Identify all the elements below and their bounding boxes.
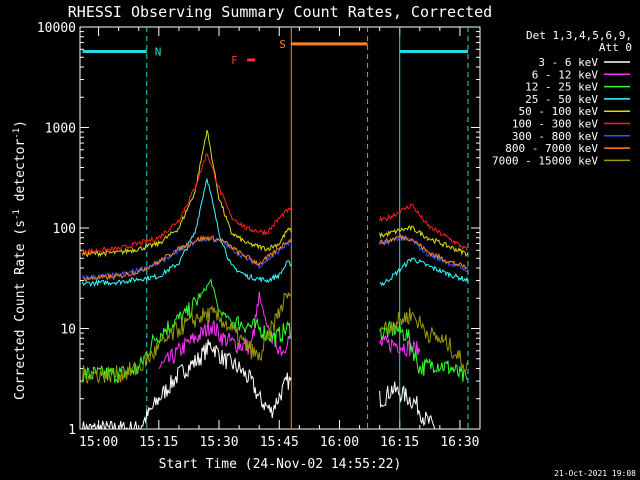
series-line xyxy=(379,320,469,382)
series-line xyxy=(379,335,421,359)
legend-label: 800 - 7000 keV xyxy=(505,142,598,155)
legend-label: 50 - 100 keV xyxy=(519,105,599,118)
y-axis-label-mid: detector xyxy=(13,139,28,210)
legend-label: 25 - 50 keV xyxy=(525,93,598,106)
series-line xyxy=(379,381,436,429)
y-axis-label-sup2: -1 xyxy=(12,128,22,139)
y-tick-label: 1 xyxy=(68,423,76,438)
y-axis-label: Corrected Count Rate (s-1 detector-1) xyxy=(12,120,28,400)
legend-header-line1: Det 1,3,4,5,6,9, xyxy=(526,29,632,42)
plot-area: 1 10 100 1000 10000 15:00 15:15 15:30 15:45 16:00… xyxy=(37,21,481,450)
legend-header-line2: Att 0 xyxy=(599,41,632,54)
legend-label: 6 - 12 keV xyxy=(532,68,599,81)
y-tick-label: 10 xyxy=(60,323,76,338)
series-line xyxy=(82,339,292,429)
x-tick-label: 15:30 xyxy=(199,435,238,450)
x-tick-label: 15:45 xyxy=(260,435,299,450)
y-axis-label-end: ) xyxy=(13,120,28,128)
x-tick-label: 16:30 xyxy=(440,435,479,450)
y-axis-label-main: Corrected Count Rate (s xyxy=(13,220,28,400)
series-line xyxy=(379,203,468,251)
y-tick-label: 100 xyxy=(53,222,76,237)
series-group xyxy=(82,129,469,429)
flag-label: S xyxy=(279,38,286,51)
flag-label: F xyxy=(231,54,238,67)
y-tick-label: 10000 xyxy=(37,21,76,36)
y-tick-label: 1000 xyxy=(45,122,76,137)
y-axis-label-sup1: -1 xyxy=(12,209,22,220)
series-line xyxy=(379,225,469,257)
x-tick-label: 15:15 xyxy=(139,435,178,450)
x-tick-label: 16:00 xyxy=(320,435,359,450)
flag-label: N xyxy=(155,46,162,59)
series-line xyxy=(82,278,292,384)
footer-date: 21-Oct-2021 19:08 xyxy=(554,469,636,478)
series-line xyxy=(379,233,469,270)
series-line xyxy=(82,292,292,384)
series-line xyxy=(379,257,469,287)
series-line xyxy=(82,153,292,256)
chart-title: RHESSI Observing Summary Count Rates, Co… xyxy=(68,3,492,21)
x-tick-label: 16:15 xyxy=(380,435,419,450)
legend-label: 12 - 25 keV xyxy=(525,81,598,94)
series-line xyxy=(82,129,292,258)
legend-label: 3 - 6 keV xyxy=(538,56,598,69)
legend-label: 300 - 800 keV xyxy=(512,130,598,143)
series-line xyxy=(82,177,292,287)
series-line xyxy=(82,235,292,282)
legend-label: 7000 - 15000 keV xyxy=(492,154,598,167)
x-axis-label: Start Time (24-Nov-02 14:55:22) xyxy=(159,457,402,472)
x-tick-label: 15:00 xyxy=(79,435,118,450)
legend-label: 100 - 300 keV xyxy=(512,118,598,131)
series-line xyxy=(379,307,469,372)
